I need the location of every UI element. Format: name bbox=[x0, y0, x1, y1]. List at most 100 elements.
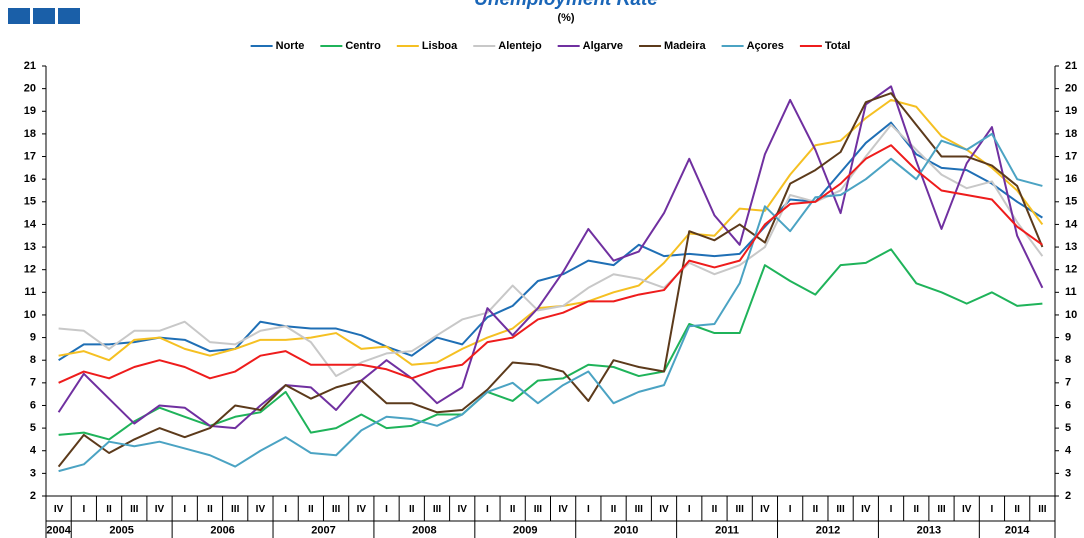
legend-item: Centro bbox=[320, 40, 381, 52]
year-label: 2012 bbox=[816, 524, 840, 536]
year-label: 2007 bbox=[311, 524, 335, 536]
y-tick-label: 2 bbox=[30, 490, 36, 502]
y-tick-label: 17 bbox=[24, 150, 36, 162]
legend-item: Total bbox=[799, 40, 850, 52]
y2-tick-label: 2 bbox=[1065, 490, 1071, 502]
x-tick-label: III bbox=[231, 504, 240, 515]
y-tick-label: 19 bbox=[24, 105, 36, 117]
year-label: 2009 bbox=[513, 524, 537, 536]
y-tick-label: 3 bbox=[30, 467, 36, 479]
series-line bbox=[58, 123, 1044, 378]
y-tick-label: 15 bbox=[24, 196, 36, 208]
x-tick-label: IV bbox=[659, 504, 669, 515]
legend-item: Norte bbox=[250, 40, 305, 52]
year-label: 2004 bbox=[46, 524, 71, 536]
year-label: 2005 bbox=[109, 524, 133, 536]
legend-label: Norte bbox=[276, 40, 305, 52]
x-tick-label: I bbox=[486, 504, 489, 515]
x-tick-label: II bbox=[913, 504, 919, 515]
x-tick-label: III bbox=[736, 504, 745, 515]
legend-item: Alentejo bbox=[473, 40, 542, 52]
y-tick-label: 7 bbox=[30, 377, 36, 389]
y-tick-label: 4 bbox=[30, 445, 37, 457]
x-tick-label: I bbox=[688, 504, 691, 515]
legend-label: Açores bbox=[747, 40, 784, 52]
y2-tick-label: 8 bbox=[1065, 354, 1071, 366]
y2-tick-label: 10 bbox=[1065, 309, 1077, 321]
y-tick-label: 16 bbox=[24, 173, 36, 185]
x-tick-label: II bbox=[207, 504, 213, 515]
x-tick-label: IV bbox=[54, 504, 64, 515]
series-line bbox=[58, 132, 1043, 473]
y2-tick-label: 21 bbox=[1065, 60, 1077, 72]
y2-tick-label: 20 bbox=[1065, 83, 1077, 95]
year-label: 2014 bbox=[1005, 524, 1030, 536]
x-tick-label: I bbox=[789, 504, 792, 515]
y2-tick-label: 14 bbox=[1065, 218, 1078, 230]
y2-tick-label: 5 bbox=[1065, 422, 1071, 434]
y2-tick-label: 15 bbox=[1065, 196, 1077, 208]
legend: Norte Centro Lisboa Alentejo Algarve Madeira A… bbox=[250, 40, 850, 52]
legend-item: Algarve bbox=[557, 40, 623, 52]
y-tick-label: 10 bbox=[24, 309, 36, 321]
y-tick-label: 18 bbox=[24, 128, 36, 140]
logo-block bbox=[33, 8, 55, 24]
legend-label: Alentejo bbox=[498, 40, 542, 52]
series-line bbox=[58, 144, 1043, 384]
y-tick-label: 11 bbox=[24, 286, 36, 298]
y2-tick-label: 16 bbox=[1065, 173, 1077, 185]
x-tick-label: IV bbox=[760, 504, 770, 515]
year-label: 2010 bbox=[614, 524, 638, 536]
y-tick-label: 8 bbox=[30, 354, 36, 366]
x-tick-label: IV bbox=[256, 504, 266, 515]
logo-block bbox=[58, 8, 80, 24]
year-label: 2006 bbox=[210, 524, 234, 536]
y-tick-label: 6 bbox=[30, 399, 36, 411]
y-tick-label: 9 bbox=[30, 331, 36, 343]
y2-tick-label: 7 bbox=[1065, 377, 1071, 389]
x-tick-label: I bbox=[385, 504, 388, 515]
year-label: 2013 bbox=[917, 524, 941, 536]
x-tick-label: I bbox=[991, 504, 994, 515]
x-tick-label: II bbox=[510, 504, 516, 515]
x-tick-label: III bbox=[937, 504, 946, 515]
x-tick-label: I bbox=[82, 504, 85, 515]
legend-label: Lisboa bbox=[422, 40, 458, 52]
x-tick-label: IV bbox=[155, 504, 165, 515]
year-label: 2008 bbox=[412, 524, 436, 536]
x-tick-label: I bbox=[284, 504, 287, 515]
y2-tick-label: 18 bbox=[1065, 128, 1077, 140]
x-tick-label: II bbox=[712, 504, 718, 515]
legend-label: Algarve bbox=[583, 40, 623, 52]
y2-tick-label: 17 bbox=[1065, 150, 1077, 162]
y2-tick-label: 19 bbox=[1065, 105, 1077, 117]
y-tick-label: 12 bbox=[24, 264, 36, 276]
y2-tick-label: 13 bbox=[1065, 241, 1077, 253]
logo-block bbox=[8, 8, 30, 24]
y2-tick-label: 3 bbox=[1065, 467, 1071, 479]
x-tick-label: IV bbox=[962, 504, 972, 515]
legend-label: Centro bbox=[345, 40, 381, 52]
legend-item: Madeira bbox=[639, 40, 706, 52]
year-label: 2011 bbox=[715, 524, 739, 536]
x-tick-label: I bbox=[183, 504, 186, 515]
x-tick-label: II bbox=[409, 504, 415, 515]
y2-tick-label: 12 bbox=[1065, 264, 1077, 276]
y-tick-label: 5 bbox=[30, 422, 36, 434]
legend-label: Total bbox=[825, 40, 850, 52]
x-tick-label: II bbox=[1014, 504, 1020, 515]
x-tick-label: IV bbox=[861, 504, 871, 515]
y-tick-label: 20 bbox=[24, 83, 36, 95]
x-tick-label: I bbox=[587, 504, 590, 515]
x-tick-label: IV bbox=[357, 504, 367, 515]
x-tick-label: III bbox=[130, 504, 139, 515]
x-tick-label: II bbox=[308, 504, 314, 515]
y2-tick-label: 4 bbox=[1065, 445, 1072, 457]
x-tick-label: IV bbox=[457, 504, 467, 515]
x-tick-label: III bbox=[836, 504, 845, 515]
legend-label: Madeira bbox=[664, 40, 706, 52]
y-tick-label: 21 bbox=[24, 60, 36, 72]
legend-item: Açores bbox=[721, 40, 784, 52]
x-tick-label: II bbox=[813, 504, 819, 515]
